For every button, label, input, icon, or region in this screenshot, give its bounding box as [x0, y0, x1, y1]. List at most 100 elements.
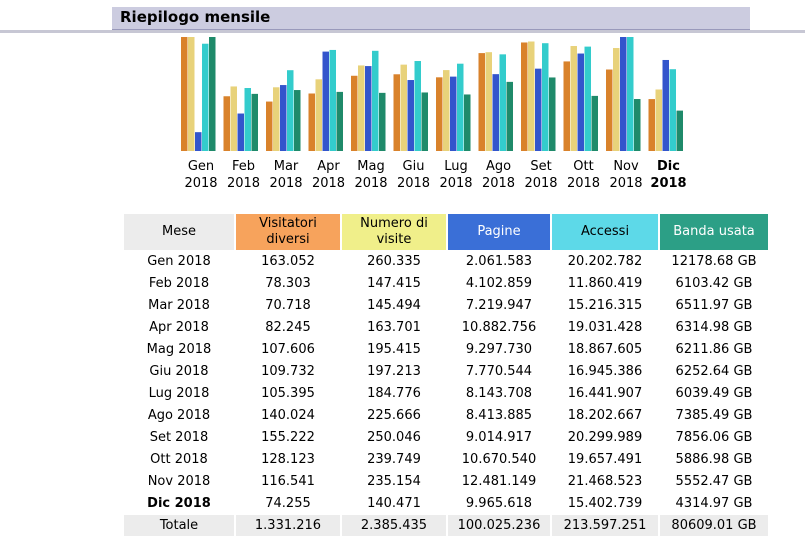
cell-mese: Mag 2018 [146, 342, 212, 357]
bar-pagine [577, 53, 584, 151]
cell-visitatori: 116.541 [261, 474, 315, 489]
bar-visitatori [266, 101, 273, 151]
monthly-bar-chart [181, 37, 683, 152]
monthly-summary-table: Mese Visitatori diversi Numero di visite… [122, 213, 770, 537]
header-banda: Banda usata [660, 214, 768, 250]
bar-visitatori [478, 53, 485, 151]
cell-banda: 6511.97 GB [675, 298, 753, 313]
cell-mese: Ott 2018 [150, 452, 208, 467]
month-label-year: 2018 [566, 176, 601, 191]
month-label-year: 2018 [269, 176, 303, 191]
bar-pagine [492, 74, 499, 151]
cell-mese: Apr 2018 [149, 320, 209, 335]
bar-accessi [414, 61, 421, 151]
bar-visitatori [223, 96, 230, 151]
cell-visite: 140.471 [367, 496, 421, 511]
total-pagine: 100.025.236 [448, 515, 550, 536]
month-label-name: Giu [402, 159, 425, 174]
cell-visitatori: 82.245 [265, 320, 311, 335]
month-label-name: Apr [317, 159, 340, 174]
cell-visite: 145.494 [367, 298, 421, 313]
bar-pagine [365, 66, 372, 151]
cell-mese: Feb 2018 [148, 276, 210, 291]
bar-accessi [202, 43, 209, 152]
month-label: Dic 2018 [647, 158, 691, 192]
bar-visitatori [521, 42, 528, 151]
cell-visitatori: 140.024 [261, 408, 315, 423]
bar-visite [230, 86, 237, 151]
cell-banda: 6211.86 GB [675, 342, 753, 357]
bar-pagine [322, 51, 329, 151]
month-label: Giu 2018 [392, 158, 436, 192]
cell-visite: 197.213 [367, 364, 421, 379]
total-accessi: 213.597.251 [552, 515, 658, 536]
bar-visite [655, 89, 662, 151]
cell-visite: 147.415 [367, 276, 421, 291]
total-mese: Totale [124, 515, 234, 536]
cell-mese: Mar 2018 [148, 298, 210, 313]
cell-visitatori: 163.052 [261, 254, 315, 269]
bar-banda [634, 99, 641, 151]
table-row: Ott 2018 128.123 239.749 10.670.540 19.657.4… [124, 449, 768, 470]
bar-pagine [407, 80, 414, 151]
bar-banda [294, 90, 301, 151]
table-body: Gen 2018 163.052 260.335 2.061.583 20.202.78… [124, 251, 768, 536]
cell-pagine: 2.061.583 [465, 254, 533, 269]
cell-accessi: 19.657.491 [567, 452, 643, 467]
month-label: Lug 2018 [434, 158, 478, 192]
table-row: Nov 2018 116.541 235.154 12.481.149 21.468.5… [124, 471, 768, 492]
bar-pagine [535, 68, 542, 151]
month-label: Set 2018 [519, 158, 563, 192]
table-row: Feb 2018 78.303 147.415 4.102.859 11.860.419… [124, 273, 768, 294]
month-label-year: 2018 [524, 176, 558, 191]
cell-accessi: 20.202.782 [567, 254, 643, 269]
bar-visite [188, 37, 195, 151]
bar-visitatori [436, 77, 443, 151]
table-row: Apr 2018 82.245 163.701 10.882.756 19.031.42… [124, 317, 768, 338]
cell-accessi: 15.216.315 [567, 298, 643, 313]
cell-visite: 239.749 [367, 452, 421, 467]
cell-mese: Dic 2018 [147, 496, 211, 511]
cell-mese: Lug 2018 [148, 386, 210, 401]
month-label: Apr 2018 [307, 158, 351, 192]
cell-banda: 7385.49 GB [675, 408, 753, 423]
table-row: Dic 2018 74.255 140.471 9.965.618 15.402.739… [124, 493, 768, 514]
month-label: Ago 2018 [477, 158, 521, 192]
bar-banda [549, 77, 556, 151]
total-visite: 2.385.435 [342, 515, 446, 536]
month-label-year: 2018 [311, 176, 346, 191]
bar-visite [273, 87, 280, 151]
section-title: Riepilogo mensile [120, 8, 271, 26]
cell-pagine: 8.143.708 [465, 386, 533, 401]
bar-visite [485, 52, 492, 151]
cell-pagine: 7.219.947 [465, 298, 533, 313]
bar-banda [209, 37, 216, 151]
bar-visitatori [563, 61, 570, 151]
bar-accessi [542, 43, 549, 151]
cell-pagine: 4.102.859 [465, 276, 533, 291]
header-pagine: Pagine [448, 214, 550, 250]
table-row: Ago 2018 140.024 225.666 8.413.885 18.202.66… [124, 405, 768, 426]
cell-visitatori: 109.732 [261, 364, 315, 379]
bar-visitatori [393, 74, 400, 151]
bar-accessi [584, 46, 591, 151]
cell-pagine: 10.882.756 [461, 320, 537, 335]
month-label-name: Mar [273, 159, 299, 174]
month-label-name: Dic [657, 159, 680, 174]
bar-accessi [457, 63, 464, 151]
cell-visite: 235.154 [367, 474, 421, 489]
cell-accessi: 16.945.386 [567, 364, 643, 379]
month-label: Mag 2018 [349, 158, 393, 192]
month-label-name: Set [530, 159, 552, 174]
month-label-year: 2018 [184, 176, 218, 191]
cell-pagine: 9.014.917 [465, 430, 533, 445]
header-mese: Mese [124, 214, 234, 250]
cell-visite: 184.776 [367, 386, 421, 401]
header-visitatori: Visitatori diversi [236, 214, 340, 250]
bar-pagine [620, 37, 627, 151]
bar-banda [506, 81, 513, 151]
cell-visite: 195.415 [367, 342, 421, 357]
cell-banda: 7856.06 GB [675, 430, 753, 445]
month-label-year: 2018 [481, 176, 516, 191]
table-row: Set 2018 155.222 250.046 9.014.917 20.299.98… [124, 427, 768, 448]
